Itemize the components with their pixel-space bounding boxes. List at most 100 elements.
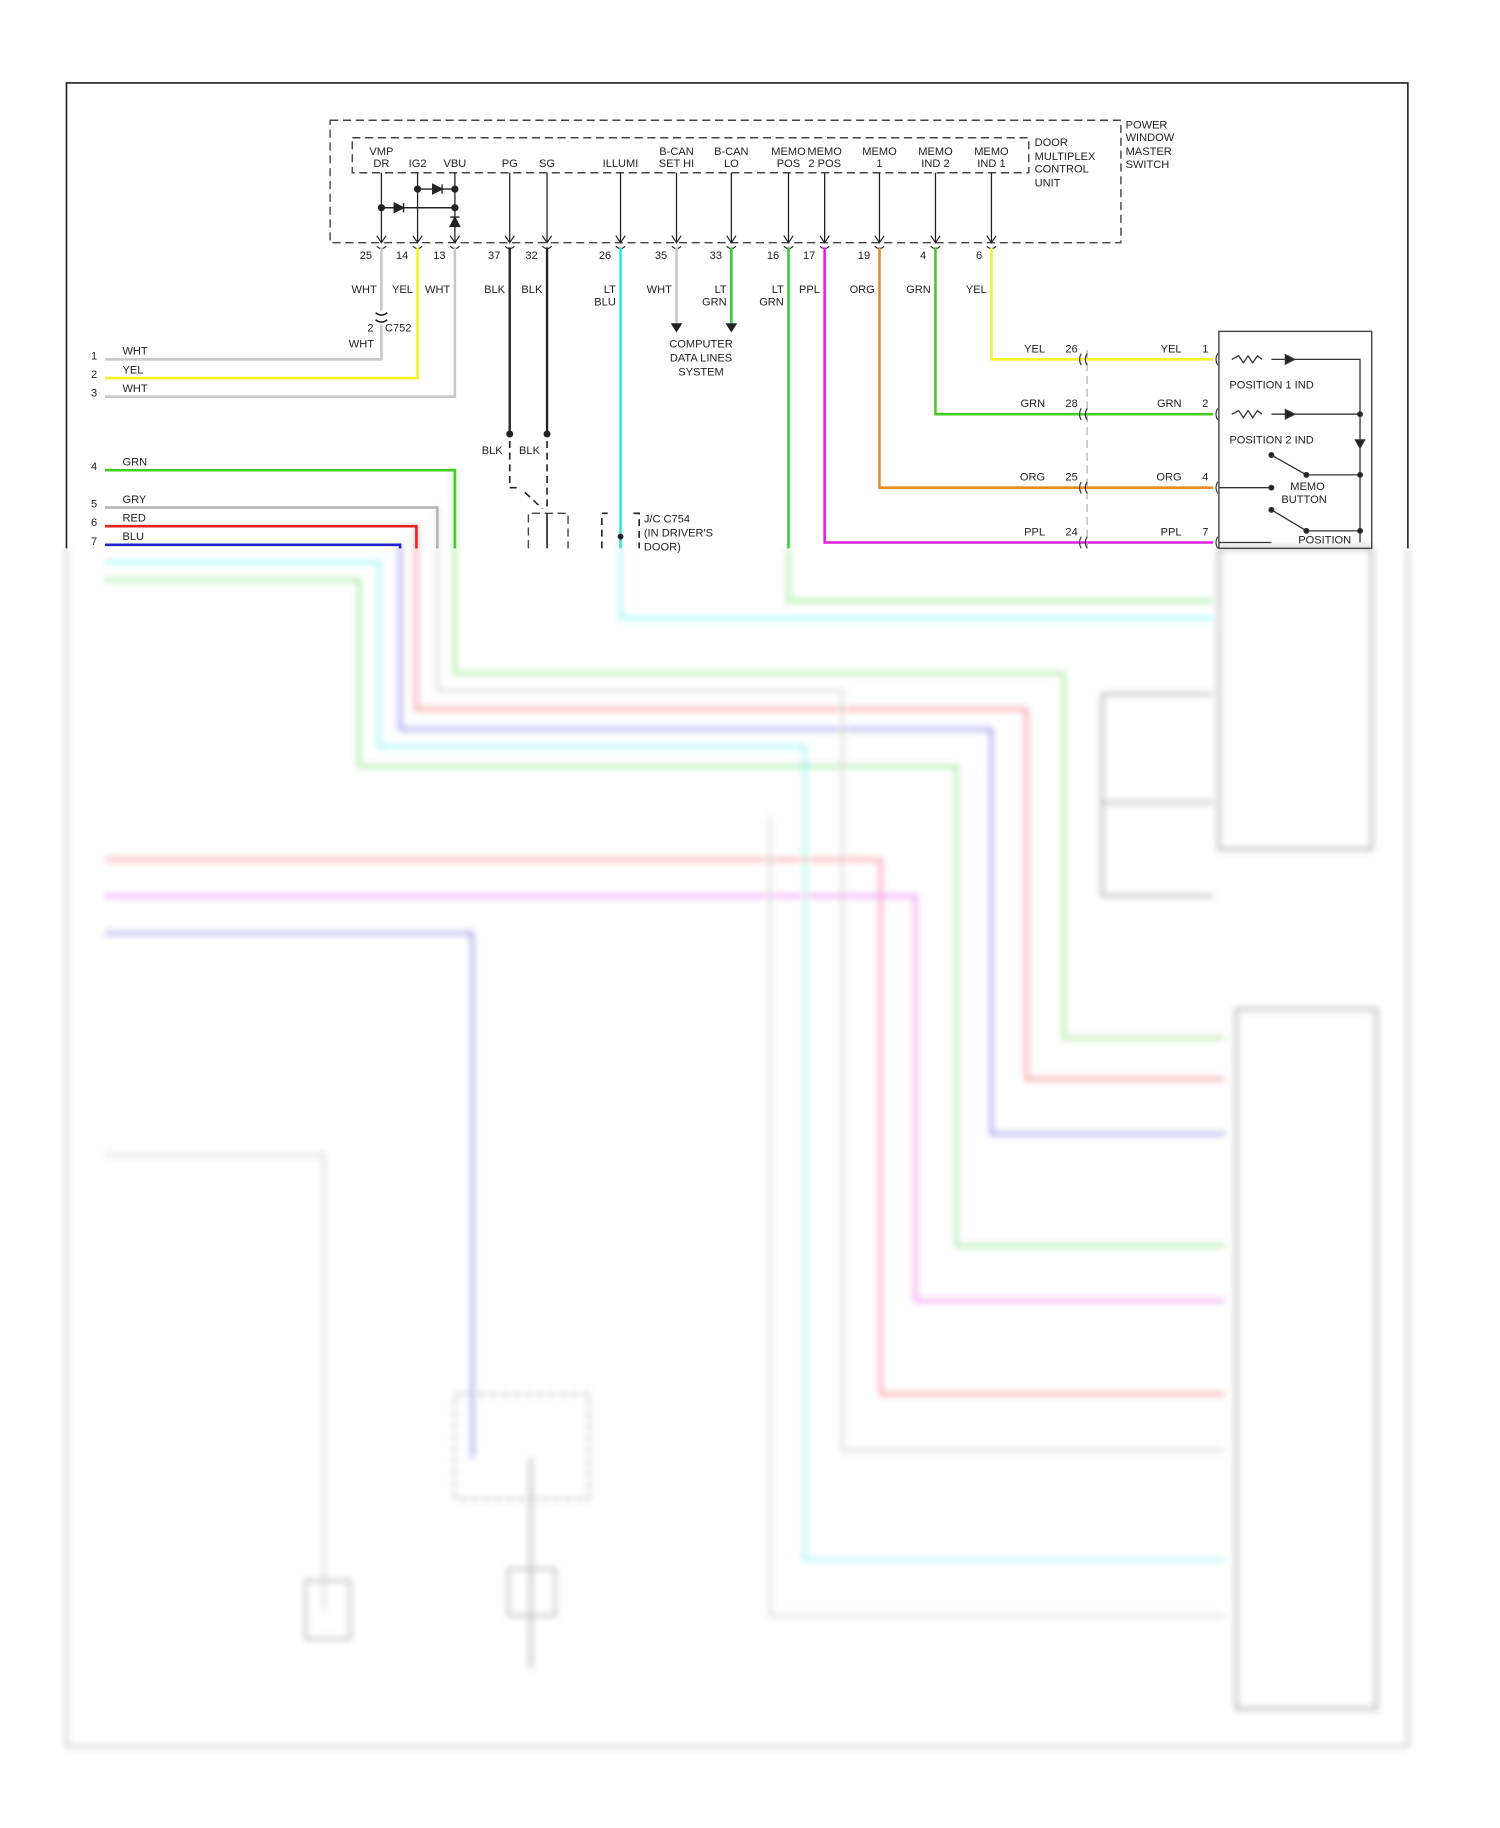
pin-function-label: LO <box>724 158 739 170</box>
pin-function-label: SET HI <box>659 158 695 170</box>
row-number: 3 <box>91 388 97 400</box>
wire-color-label: BLK <box>521 284 543 296</box>
wire-color-label: WHT <box>425 284 450 296</box>
svg-text:CONTROL: CONTROL <box>1035 164 1089 176</box>
pin-function-label: DR <box>373 158 389 170</box>
memory-switch-row: ORG 25 ORG 4 <box>1020 472 1219 494</box>
pin-function-label: VMP <box>369 146 393 158</box>
wire-color-label: GRN <box>702 297 727 309</box>
pin-function-label: B-CAN <box>659 146 693 158</box>
wire-label: GRN <box>1157 398 1182 410</box>
computer-data-lines-system: COMPUTER DATA LINES SYSTEM <box>669 323 738 379</box>
pin-32: SG 32 BLK <box>521 158 555 435</box>
wire-color-label: YEL <box>966 284 987 296</box>
row-wire-label: WHT <box>122 346 147 358</box>
pin-function-label: B-CAN <box>714 146 748 158</box>
wire <box>104 468 457 549</box>
svg-text:DATA LINES: DATA LINES <box>670 353 732 365</box>
power-window-master-switch-box <box>329 119 1122 244</box>
wire-color-label: LT <box>604 284 616 296</box>
wire-org <box>878 247 1214 489</box>
wire-label: ORG <box>1156 472 1181 484</box>
svg-text:WINDOW: WINDOW <box>1126 132 1175 144</box>
row-number: 7 <box>91 536 97 548</box>
pin-function-label: MEMO <box>974 146 1009 158</box>
row-number: 6 <box>91 517 97 529</box>
wire-color-label: BLU <box>594 297 616 309</box>
pin-number: 26 <box>1065 343 1077 355</box>
connector-icon <box>1078 536 1219 549</box>
connector-icon <box>1078 481 1219 494</box>
wire-color-label: ORG <box>850 284 875 296</box>
pin-number: 16 <box>767 250 779 262</box>
svg-text:MULTIPLEX: MULTIPLEX <box>1035 151 1096 163</box>
pin-number: 35 <box>655 250 667 262</box>
pin-function-label: PG <box>502 158 518 170</box>
connector-c752: 2 C752 WHT <box>349 312 411 351</box>
pin-number: 32 <box>525 250 537 262</box>
svg-text:BLK: BLK <box>519 445 541 457</box>
pin-number: 4 <box>920 250 926 262</box>
svg-text:SWITCH: SWITCH <box>1126 159 1170 171</box>
row-number: 5 <box>91 499 97 511</box>
wire-color-label: YEL <box>392 284 413 296</box>
row-wire-label: WHT <box>122 383 147 395</box>
row-number: 2 <box>91 369 97 381</box>
memory-switch-row: GRN 28 GRN 2 <box>1020 398 1219 421</box>
memo-button-label: MEMO <box>1290 481 1325 493</box>
svg-text:2: 2 <box>367 322 373 334</box>
blurred-lower-diagram <box>65 470 1410 1748</box>
svg-text:(IN DRIVER'S: (IN DRIVER'S <box>644 528 713 540</box>
door-multiplex-control-unit-box <box>351 137 1030 174</box>
memory-switch-row: YEL 26 YEL 1 <box>1024 343 1219 366</box>
wire <box>104 543 402 549</box>
wire-label: GRN <box>1020 398 1045 410</box>
pin-number: 14 <box>396 250 408 262</box>
svg-text:UNIT: UNIT <box>1035 178 1061 190</box>
pin-function-label: SG <box>539 158 555 170</box>
connector-icon <box>1078 408 1219 421</box>
position-1-ind-label: POSITION 1 IND <box>1229 380 1313 392</box>
pin-number: 25 <box>1065 472 1077 484</box>
wire-yel <box>104 247 419 380</box>
door-multiplex-control-unit-label: DOOR MULTIPLEX CONTROL UNIT <box>1035 137 1096 190</box>
wire-color-label: GRN <box>906 284 931 296</box>
pin-number: 37 <box>488 250 500 262</box>
row-number: 1 <box>91 350 97 362</box>
pin-function-label: 1 <box>876 158 882 170</box>
memory-switch-internals <box>1218 353 1366 544</box>
memo-button-label-2: BUTTON <box>1281 494 1326 506</box>
svg-text:C752: C752 <box>385 322 411 334</box>
row-wire-label: YEL <box>122 364 143 376</box>
wire-color-label: WHT <box>647 284 672 296</box>
pin-function-label: MEMO <box>862 146 897 158</box>
pin-14: IG2 14 YEL <box>104 158 427 380</box>
svg-text:DOOR): DOOR) <box>644 542 681 554</box>
ground-splice: BLK BLK <box>482 430 569 549</box>
row-wire-label: BLU <box>122 531 144 543</box>
row-wire-label: RED <box>122 513 145 525</box>
pin-function-label: IG2 <box>409 158 427 170</box>
row-wire-label: GRN <box>122 457 147 469</box>
pin-number: 4 <box>1202 472 1208 484</box>
wire-yel <box>990 247 1214 361</box>
svg-text:SYSTEM: SYSTEM <box>678 367 724 379</box>
connector-icon <box>1078 353 1219 366</box>
pin-function-label: VBU <box>444 158 467 170</box>
pin-number: 13 <box>433 250 445 262</box>
harness-row-1: 1 WHT <box>91 346 148 363</box>
pin-function-label: MEMO <box>771 146 806 158</box>
wire-color-label: PPL <box>799 284 820 296</box>
wire-color-label: GRN <box>759 297 784 309</box>
pin-number: 2 <box>1202 398 1208 410</box>
svg-text:POWER: POWER <box>1126 119 1168 131</box>
internal-diode-network <box>377 183 461 228</box>
wire-label: YEL <box>1024 343 1045 355</box>
wire-label: PPL <box>1161 527 1182 539</box>
